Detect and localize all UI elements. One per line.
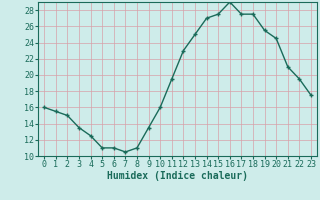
X-axis label: Humidex (Indice chaleur): Humidex (Indice chaleur): [107, 171, 248, 181]
